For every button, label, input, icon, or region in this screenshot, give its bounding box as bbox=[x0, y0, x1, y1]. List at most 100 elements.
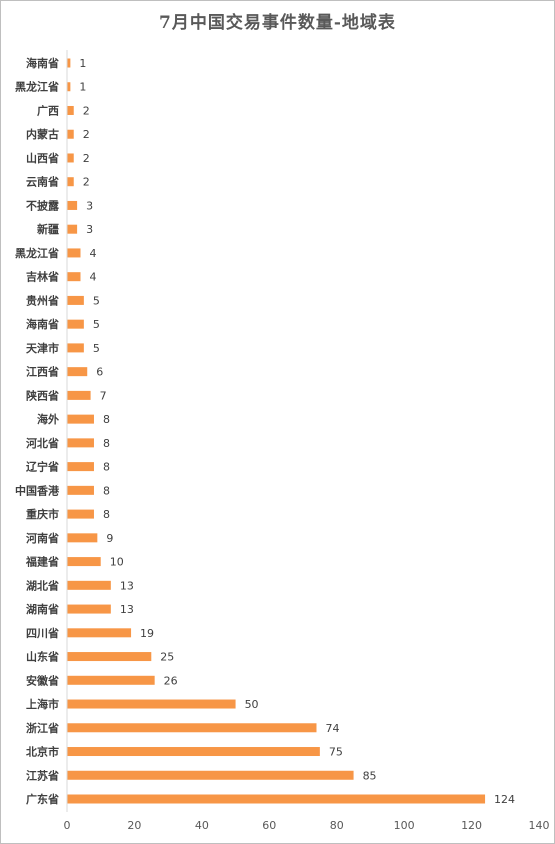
category-label: 天津市 bbox=[26, 341, 59, 355]
data-label: 8 bbox=[103, 508, 110, 521]
bar bbox=[67, 414, 94, 424]
category-label: 海外 bbox=[37, 412, 59, 426]
bar bbox=[67, 319, 84, 329]
data-label: 26 bbox=[164, 674, 178, 687]
bar bbox=[67, 604, 111, 614]
data-label: 8 bbox=[103, 461, 110, 474]
data-label: 5 bbox=[93, 294, 100, 307]
data-label: 13 bbox=[120, 603, 134, 616]
data-label: 7 bbox=[100, 389, 107, 402]
category-label: 湖北省 bbox=[26, 578, 59, 592]
category-label: 辽宁省 bbox=[26, 460, 59, 474]
category-label: 重庆市 bbox=[26, 507, 59, 521]
data-label: 85 bbox=[363, 769, 377, 782]
category-label: 海南省 bbox=[26, 317, 59, 331]
data-label: 74 bbox=[325, 722, 339, 735]
bar bbox=[67, 295, 84, 305]
bar bbox=[67, 675, 155, 685]
category-label: 黑龙江省 bbox=[15, 80, 59, 94]
bar bbox=[67, 367, 88, 377]
data-label: 9 bbox=[106, 532, 113, 545]
x-axis-ticks: 0 20 40 60 80 100 120 140 bbox=[64, 50, 550, 832]
category-label: 不披露 bbox=[26, 198, 60, 212]
data-label: 5 bbox=[93, 318, 100, 331]
bar bbox=[67, 58, 71, 68]
bar bbox=[67, 462, 94, 472]
category-label: 北京市 bbox=[26, 745, 59, 759]
x-tick-label: 60 bbox=[262, 819, 276, 832]
bar bbox=[67, 628, 132, 638]
x-tick-label: 100 bbox=[394, 819, 415, 832]
bar bbox=[67, 272, 81, 282]
data-label: 13 bbox=[120, 579, 134, 592]
bar bbox=[67, 153, 74, 163]
category-label: 海南省 bbox=[26, 56, 59, 70]
category-label: 吉林省 bbox=[26, 270, 59, 284]
category-label: 河南省 bbox=[26, 531, 59, 545]
bar bbox=[67, 200, 78, 210]
data-label: 4 bbox=[89, 271, 96, 284]
category-label: 山西省 bbox=[26, 151, 59, 165]
data-label: 6 bbox=[96, 366, 103, 379]
bar bbox=[67, 390, 91, 400]
bar bbox=[67, 580, 111, 590]
bar bbox=[67, 129, 74, 139]
bar bbox=[67, 652, 152, 662]
data-label: 2 bbox=[83, 128, 90, 141]
category-labels: 海南省黑龙江省广西内蒙古山西省云南省不披露新疆黑龙江省吉林省贵州省海南省天津市江… bbox=[15, 56, 60, 806]
data-label: 8 bbox=[103, 413, 110, 426]
x-tick-label: 40 bbox=[195, 819, 209, 832]
data-label: 124 bbox=[494, 793, 515, 806]
data-label: 75 bbox=[329, 746, 343, 759]
chart-title: 7月中国交易事件数量-地域表 bbox=[159, 13, 396, 33]
category-label: 福建省 bbox=[25, 555, 59, 569]
bar bbox=[67, 747, 320, 757]
x-tick-label: 120 bbox=[461, 819, 482, 832]
category-label: 江苏省 bbox=[26, 768, 59, 782]
data-label: 1 bbox=[79, 81, 86, 94]
category-label: 上海市 bbox=[26, 697, 59, 711]
category-label: 新疆 bbox=[37, 222, 59, 236]
bar bbox=[67, 105, 74, 115]
data-label: 8 bbox=[103, 484, 110, 497]
bar bbox=[67, 248, 81, 258]
bar bbox=[67, 794, 486, 804]
x-tick-label: 80 bbox=[330, 819, 344, 832]
data-label: 8 bbox=[103, 437, 110, 450]
category-label: 浙江省 bbox=[26, 721, 59, 735]
data-label: 1 bbox=[79, 57, 86, 70]
category-label: 内蒙古 bbox=[26, 127, 59, 141]
bar bbox=[67, 533, 98, 543]
category-label: 云南省 bbox=[26, 175, 59, 189]
category-label: 安徽省 bbox=[26, 673, 59, 687]
category-label: 湖南省 bbox=[26, 602, 59, 616]
x-tick-label: 20 bbox=[127, 819, 141, 832]
bar bbox=[67, 82, 71, 92]
data-label: 25 bbox=[160, 651, 174, 664]
bar bbox=[67, 723, 317, 733]
category-label: 河北省 bbox=[26, 436, 59, 450]
data-label: 3 bbox=[86, 199, 93, 212]
bar bbox=[67, 485, 94, 495]
category-label: 贵州省 bbox=[26, 293, 59, 307]
category-label: 黑龙江省 bbox=[15, 246, 59, 260]
bar bbox=[67, 438, 94, 448]
data-label: 2 bbox=[83, 152, 90, 165]
x-tick-label: 0 bbox=[64, 819, 71, 832]
data-label: 10 bbox=[110, 556, 124, 569]
bar bbox=[67, 557, 101, 567]
category-label: 江西省 bbox=[26, 365, 59, 379]
bar bbox=[67, 343, 84, 353]
bar bbox=[67, 177, 74, 187]
data-label: 4 bbox=[89, 247, 96, 260]
data-label: 19 bbox=[140, 627, 154, 640]
category-label: 广西 bbox=[37, 103, 59, 117]
data-label: 2 bbox=[83, 104, 90, 117]
value-labels: 1 1 2 2 2 2 3 3 4 4 5 5 5 6 7 8 8 8 8 8 9 10 13 13 19 25 26 50 74 75 8… bbox=[79, 57, 515, 806]
bars-group bbox=[67, 58, 486, 804]
data-label: 2 bbox=[83, 176, 90, 189]
bar bbox=[67, 224, 78, 234]
bar bbox=[67, 509, 94, 519]
bar bbox=[67, 699, 236, 709]
